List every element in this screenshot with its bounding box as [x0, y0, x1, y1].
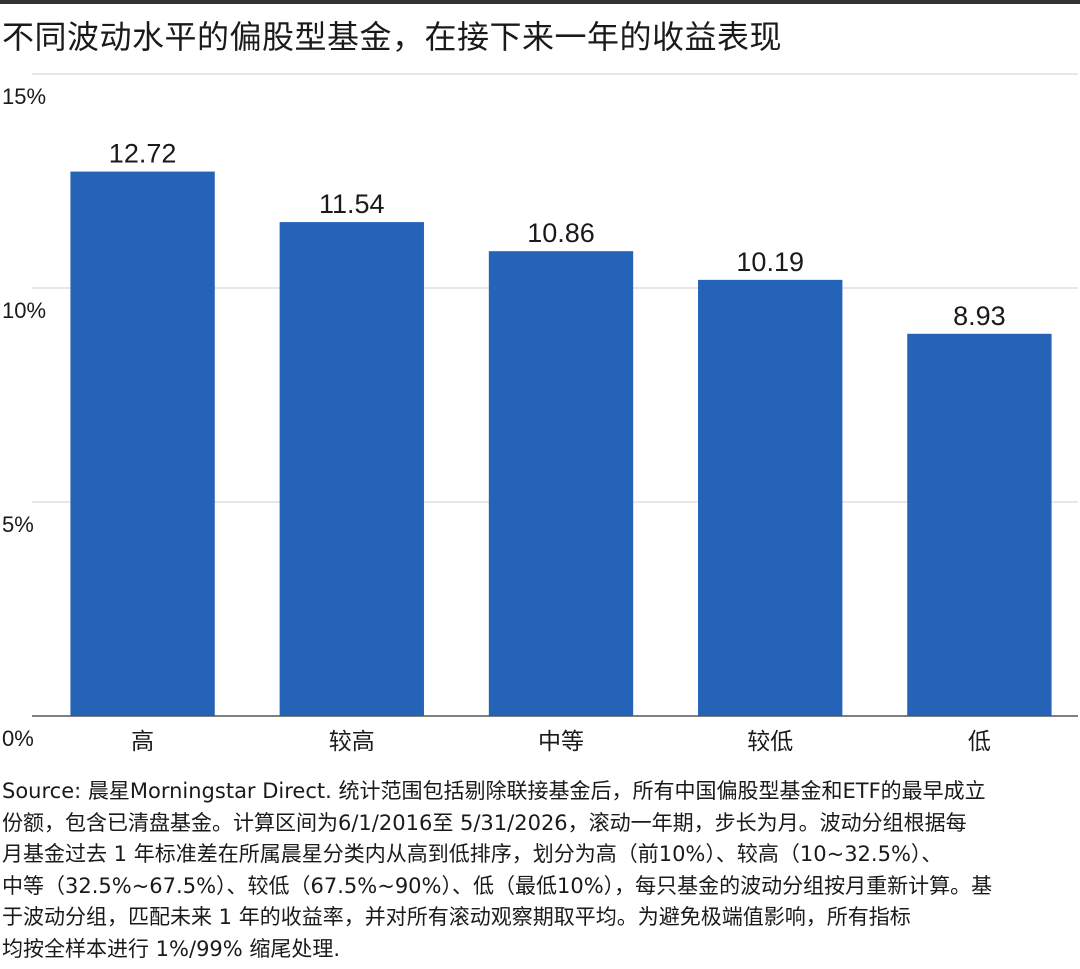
- bar: [70, 171, 215, 717]
- source-line: 月基金过去 1 年标准差在所属晨星分类内从高到低排序，划分为高（前10%）、较高…: [2, 842, 943, 866]
- data-label: 11.54: [319, 189, 385, 219]
- x-tick-label: 低: [968, 728, 991, 754]
- y-tick-label: 0%: [2, 726, 34, 751]
- bar: [698, 279, 843, 716]
- source-line: 份额，包含已清盘基金。计算区间为6/1/2016至 5/31/2026，滚动一年…: [2, 810, 967, 835]
- top-rule: [0, 0, 1080, 4]
- bar: [279, 222, 424, 716]
- x-tick-label: 高: [131, 728, 154, 754]
- y-tick-label: 10%: [2, 298, 46, 323]
- bar: [907, 333, 1052, 716]
- chart-title: 不同波动水平的偏股型基金，在接下来一年的收益表现: [2, 18, 783, 56]
- data-label: 10.19: [736, 247, 804, 277]
- source-note: Source: 晨星Morningstar Direct. 统计范围包括剔除联接…: [2, 776, 1078, 965]
- y-tick-label: 5%: [2, 512, 34, 537]
- x-tick-label: 中等: [538, 728, 584, 754]
- data-label: 12.72: [109, 139, 177, 169]
- x-tick-label: 较低: [747, 728, 793, 754]
- source-line: 于波动分组，匹配未来 1 年的收益率，并对所有滚动观察期取平均。为避免极端值影响…: [2, 905, 911, 929]
- data-label: 8.93: [953, 301, 1006, 331]
- source-line: 均按全样本进行 1%/99% 缩尾处理.: [2, 936, 341, 961]
- source-line: Source: 晨星Morningstar Direct. 统计范围包括剔除联接…: [2, 779, 986, 803]
- data-label: 10.86: [527, 218, 595, 248]
- source-line: 中等（32.5%~67.5%）、较低（67.5%~90%）、低（最低10%），每…: [2, 873, 993, 898]
- bar: [488, 251, 634, 716]
- y-tick-label: 15%: [2, 84, 46, 109]
- bar-chart: 0% 5% 10% 15% 12.72 高 11.54 较高 10.86 中等 10.19 较低 8.9…: [2, 73, 1078, 754]
- x-tick-label: 较高: [329, 728, 375, 754]
